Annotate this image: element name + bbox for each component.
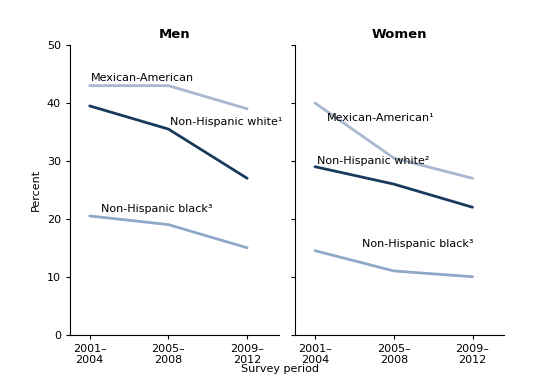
Text: Non-Hispanic black³: Non-Hispanic black³ — [101, 204, 213, 214]
Title: Men: Men — [158, 28, 190, 41]
Y-axis label: Percent: Percent — [31, 169, 41, 211]
Text: Non-Hispanic white¹: Non-Hispanic white¹ — [170, 117, 282, 127]
Title: Women: Women — [372, 28, 427, 41]
Text: Mexican-American¹: Mexican-American¹ — [327, 113, 435, 123]
Text: Mexican-American: Mexican-American — [91, 73, 194, 83]
Text: Survey period: Survey period — [241, 364, 319, 374]
Text: Non-Hispanic black³: Non-Hispanic black³ — [362, 239, 474, 249]
Text: Non-Hispanic white²: Non-Hispanic white² — [316, 156, 429, 165]
